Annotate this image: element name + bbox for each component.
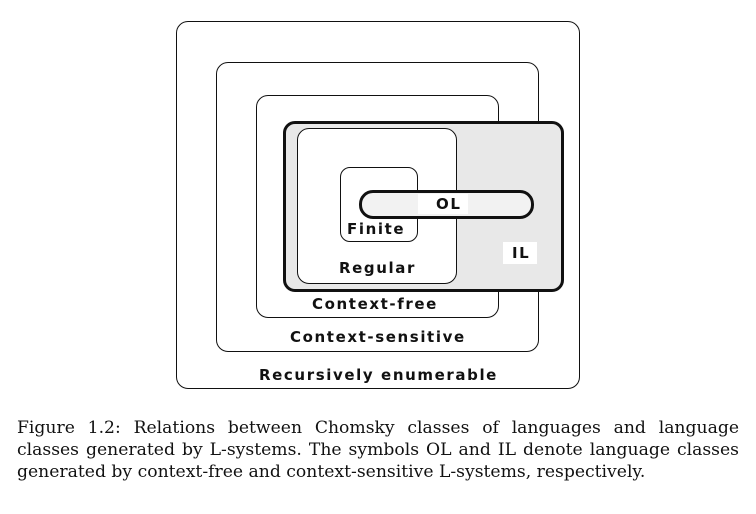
figure-caption: Figure 1.2: Relations between Chomsky cl… (17, 418, 739, 482)
chomsky-hierarchy-diagram: Recursively enumerable Context-sensitive… (176, 21, 580, 389)
il-label-background (503, 242, 537, 264)
finite-label: Finite (347, 220, 406, 238)
regular-label: Regular (339, 259, 417, 277)
ol-label-background (418, 194, 468, 214)
context-sensitive-label: Context-sensitive (290, 328, 466, 346)
ol-label: OL (436, 195, 462, 213)
il-label: IL (512, 244, 531, 262)
context-free-label: Context-free (312, 295, 438, 313)
recursively-enumerable-label: Recursively enumerable (259, 366, 498, 384)
